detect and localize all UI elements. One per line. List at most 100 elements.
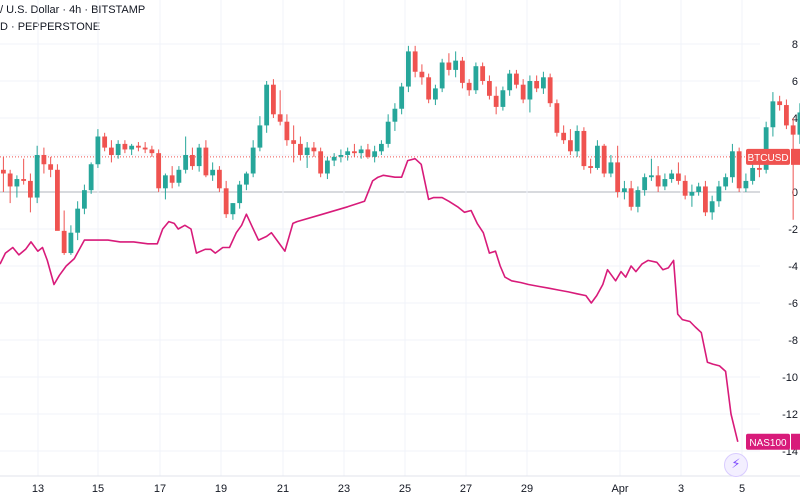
- candle-body: [716, 186, 722, 202]
- candle-body: [649, 175, 654, 178]
- candle-body: [190, 155, 195, 167]
- candle-body: [493, 95, 499, 107]
- candle-body: [196, 147, 202, 167]
- candle: [28, 173, 33, 213]
- candle: [568, 129, 573, 155]
- candle-body: [635, 190, 641, 207]
- candle-body: [217, 169, 222, 189]
- candle: [352, 143, 357, 157]
- candle: [527, 75, 533, 113]
- candle-body: [257, 125, 263, 148]
- candle-body: [757, 167, 762, 170]
- nas100-line: [0, 157, 739, 442]
- x-tick-label: 15: [92, 483, 104, 495]
- candle: [149, 145, 155, 157]
- candle-body: [291, 140, 297, 144]
- candle: [82, 184, 87, 215]
- candle: [750, 162, 756, 185]
- candle-body: [682, 180, 688, 196]
- candle: [655, 166, 661, 192]
- candle-body: [277, 114, 283, 122]
- candle-body: [520, 84, 526, 100]
- legend-symbol-line: / U.S. Dollar · 4h · BITSTAMP: [0, 4, 146, 16]
- candle: [95, 129, 101, 168]
- nas-price-badge-tail: [791, 433, 800, 450]
- y-tick-label: 6: [792, 76, 798, 88]
- candle-body: [358, 149, 364, 154]
- candle: [392, 103, 398, 131]
- candle: [176, 166, 182, 187]
- candle-body: [703, 186, 708, 213]
- candle: [669, 169, 675, 183]
- candle-body: [696, 186, 702, 192]
- candle: [541, 71, 546, 94]
- x-tick-label: 5: [739, 483, 745, 495]
- candle-body: [48, 164, 54, 170]
- candle-body: [250, 147, 256, 174]
- candle-body: [797, 112, 800, 135]
- candle: [628, 180, 634, 211]
- candle-body: [534, 81, 540, 89]
- candle-body: [365, 149, 371, 157]
- candle: [34, 145, 40, 204]
- candle-body: [541, 77, 546, 89]
- nas-price-badge: NAS100: [746, 433, 800, 450]
- candle: [55, 164, 60, 231]
- candle: [581, 127, 587, 170]
- tradingview-assistant-icon[interactable]: ⚡: [724, 453, 748, 477]
- candle: [723, 173, 729, 191]
- candle-body: [1, 169, 6, 174]
- candle: [736, 147, 742, 192]
- candle: [122, 140, 128, 154]
- candle-body: [507, 73, 513, 91]
- candle: [730, 143, 735, 183]
- candle: [102, 132, 108, 152]
- candle-body: [28, 180, 33, 198]
- candle: [716, 180, 722, 207]
- candle: [196, 143, 202, 172]
- candle-body: [480, 66, 486, 81]
- candle: [534, 75, 540, 93]
- candle-body: [655, 175, 661, 187]
- candle: [520, 79, 526, 104]
- candle-body: [750, 167, 756, 181]
- candle-body: [237, 184, 243, 204]
- candle-body: [21, 179, 27, 181]
- y-tick-label: -6: [788, 298, 798, 310]
- x-tick-label: 3: [678, 483, 684, 495]
- candle: [372, 145, 378, 163]
- candle: [412, 45, 418, 78]
- candle: [473, 62, 479, 94]
- candle: [1, 156, 6, 192]
- candle-body: [790, 125, 796, 135]
- x-tick-label: 27: [460, 483, 472, 495]
- candle: [514, 69, 519, 89]
- candle-body: [601, 145, 607, 174]
- candle-body: [142, 147, 148, 150]
- candle-body: [271, 84, 276, 115]
- y-tick-label: 0: [792, 187, 798, 199]
- candle: [622, 180, 627, 200]
- candle-body: [298, 143, 303, 155]
- candle-body: [669, 173, 675, 180]
- y-tick-label: -4: [788, 261, 798, 273]
- candle-body: [730, 151, 735, 178]
- candle-body: [622, 188, 627, 192]
- btc-price-badge-tail: [791, 148, 800, 165]
- candle-body: [304, 147, 310, 155]
- candle-body: [412, 51, 418, 72]
- candle-body: [169, 175, 175, 183]
- candle: [277, 90, 283, 126]
- candle-body: [385, 121, 391, 144]
- candle: [547, 73, 553, 107]
- candle-body: [230, 203, 236, 215]
- y-tick-label: 8: [792, 39, 798, 51]
- candle: [790, 118, 796, 220]
- nas-price-badge-label: NAS100: [749, 438, 787, 449]
- candle-body: [487, 81, 492, 96]
- candle-body: [595, 145, 600, 168]
- candle-body: [439, 62, 445, 89]
- candle: [777, 95, 783, 111]
- candle: [439, 58, 445, 93]
